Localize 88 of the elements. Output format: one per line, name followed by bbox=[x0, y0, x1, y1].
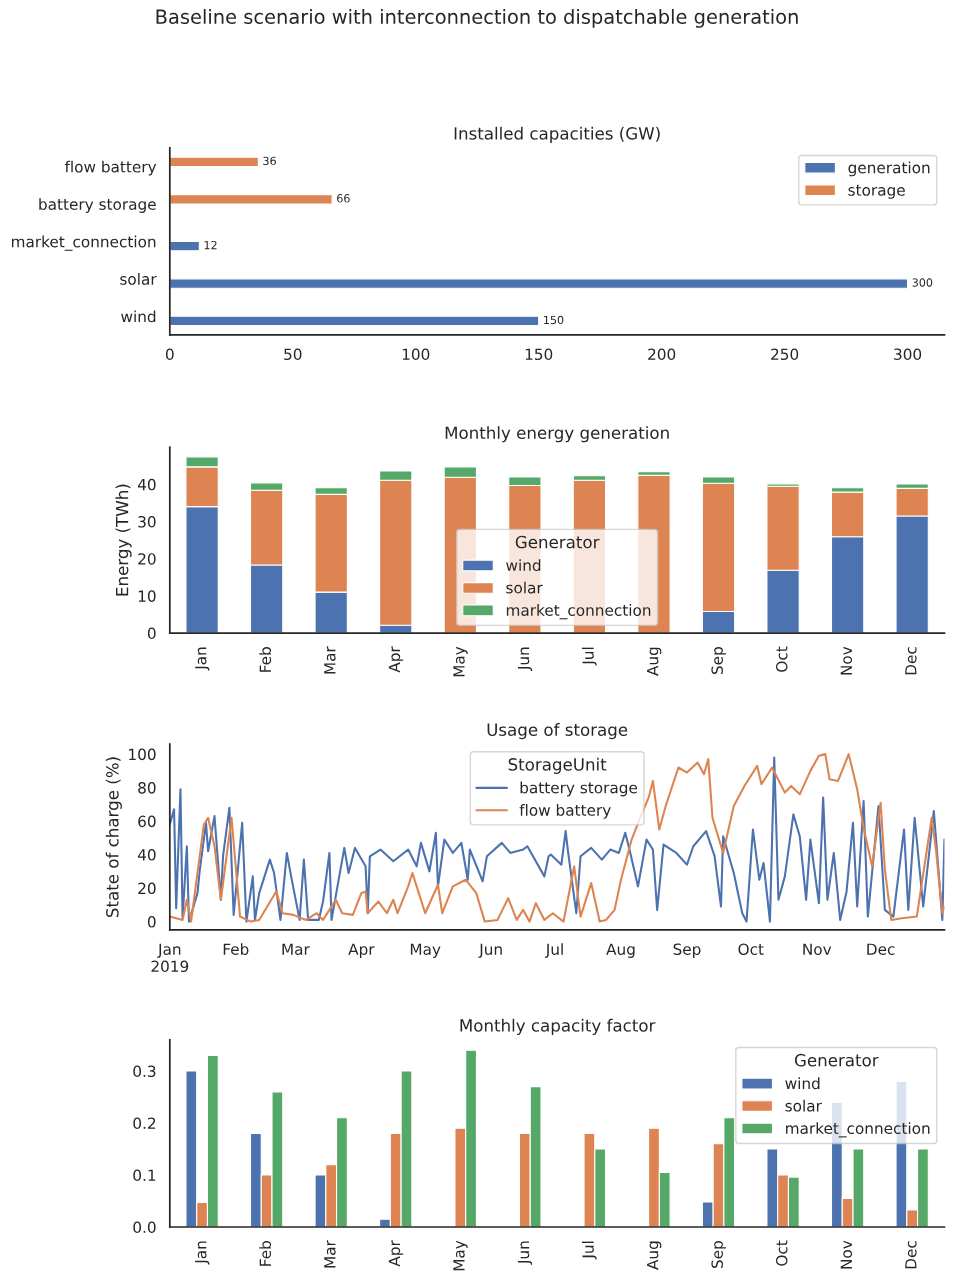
x-tick-label: Dec bbox=[905, 1241, 917, 1269]
legend-label: storage bbox=[848, 184, 905, 199]
chart-title: Monthly capacity factor bbox=[460, 1018, 656, 1035]
x-tick-label: Jul bbox=[545, 943, 563, 958]
legend-label: solar bbox=[506, 581, 543, 594]
y-tick-label: market_connection bbox=[11, 235, 156, 251]
y-tick-label: 80 bbox=[138, 782, 156, 794]
x-tick-label: Aug bbox=[647, 1241, 662, 1270]
x-tick-label: May bbox=[453, 1240, 468, 1271]
x-tick-label: 100 bbox=[402, 348, 430, 361]
x-tick-label: Sep bbox=[711, 647, 726, 675]
legend-label: battery storage bbox=[520, 781, 638, 797]
x-tick-label: May bbox=[410, 943, 441, 958]
legend-label: wind bbox=[785, 1077, 820, 1090]
x-tick-label: Nov bbox=[840, 1240, 853, 1269]
x-tick-label: Jun bbox=[517, 1241, 533, 1265]
y-tick-label: 60 bbox=[138, 815, 156, 828]
x-tick-label: Jan bbox=[195, 1241, 210, 1265]
y-tick-label: 100 bbox=[129, 748, 156, 761]
y-axis-title: Energy (TWh) bbox=[115, 484, 132, 596]
chart-title: Usage of storage bbox=[487, 723, 628, 740]
x-tick-label: Feb bbox=[223, 943, 249, 955]
x-tick-label: 0 bbox=[165, 348, 174, 361]
x-tick-label: Jun bbox=[517, 647, 533, 671]
x-tick-label: Apr bbox=[388, 646, 404, 673]
x-tick-label: Aug bbox=[647, 647, 662, 676]
y-tick-label: flow battery bbox=[64, 160, 157, 176]
x-tick-label: Feb bbox=[259, 647, 272, 672]
x-tick-label: Nov bbox=[840, 646, 853, 675]
data-label: 36 bbox=[263, 156, 276, 166]
legend-title: Generator bbox=[794, 1053, 879, 1067]
text: Baseline scenario with interconnection to dispatchable generation bbox=[156, 8, 798, 28]
legend-title: StorageUnit bbox=[508, 757, 607, 774]
x-tick-label: Sep bbox=[711, 1241, 726, 1268]
chart-title: Monthly energy generation bbox=[445, 426, 669, 443]
y-axis-title: State of charge (%) bbox=[105, 757, 122, 918]
y-tick-label: 0 bbox=[147, 916, 156, 928]
x-tick-label: Oct bbox=[775, 1240, 788, 1266]
x-tick-label: 250 bbox=[771, 348, 799, 361]
x-tick-label: Mar bbox=[324, 646, 336, 674]
x-tick-label: Apr bbox=[388, 1240, 404, 1267]
x-tick-label: Jul bbox=[582, 647, 597, 666]
x-tick-label: Oct bbox=[775, 646, 788, 672]
y-tick-label: solar bbox=[120, 273, 157, 285]
x-tick-label: Aug bbox=[606, 943, 635, 958]
y-tick-label: 40 bbox=[137, 849, 156, 861]
y-tick-label: 20 bbox=[138, 553, 156, 565]
y-tick-label: 40 bbox=[137, 478, 156, 491]
x-tick-label: Dec bbox=[905, 647, 917, 675]
y-tick-label: 0.2 bbox=[133, 1117, 156, 1130]
y-tick-label: 0.0 bbox=[133, 1221, 156, 1234]
x-tick-label: Jun bbox=[478, 943, 502, 958]
x-tick-label: Oct bbox=[738, 943, 764, 955]
x-tick-label: Jan bbox=[195, 647, 210, 671]
x-tick-label: Mar bbox=[324, 1240, 336, 1268]
x-tick-label: Mar bbox=[282, 943, 310, 955]
x-tick-label: Jan 2019 bbox=[151, 943, 189, 973]
legend-label: wind bbox=[506, 559, 541, 572]
x-tick-label: Jul bbox=[582, 1241, 597, 1260]
data-label: 150 bbox=[544, 315, 564, 325]
y-tick-label: 20 bbox=[138, 882, 156, 895]
legend-label: market_connection bbox=[786, 1122, 930, 1138]
x-tick-label: Apr bbox=[348, 943, 375, 958]
x-tick-label: May bbox=[453, 646, 468, 677]
y-tick-label: wind bbox=[121, 310, 156, 323]
y-tick-label: 30 bbox=[138, 515, 156, 528]
data-label: 300 bbox=[912, 278, 933, 287]
y-tick-label: 0.1 bbox=[133, 1169, 156, 1182]
x-tick-label: 300 bbox=[894, 348, 922, 361]
y-tick-label: battery storage bbox=[39, 198, 156, 213]
legend-title: Generator bbox=[515, 535, 600, 549]
data-label: 12 bbox=[204, 240, 217, 250]
data-label: 66 bbox=[337, 194, 350, 203]
x-tick-label: 50 bbox=[284, 348, 302, 361]
x-tick-label: Dec bbox=[867, 943, 895, 955]
y-tick-label: 0.3 bbox=[133, 1065, 156, 1078]
legend-label: solar bbox=[785, 1099, 822, 1112]
legend-label: market_connection bbox=[506, 604, 651, 620]
legend-label: flow battery bbox=[519, 804, 611, 819]
legend-label: generation bbox=[848, 161, 930, 177]
y-tick-label: 0 bbox=[147, 627, 156, 640]
chart-title: Installed capacities (GW) bbox=[454, 126, 660, 143]
x-tick-label: Nov bbox=[803, 943, 832, 955]
x-tick-label: Feb bbox=[259, 1241, 272, 1266]
y-tick-label: 10 bbox=[138, 590, 156, 602]
x-tick-label: 200 bbox=[648, 348, 676, 361]
x-tick-label: Sep bbox=[673, 943, 701, 958]
x-tick-label: 150 bbox=[525, 348, 553, 361]
